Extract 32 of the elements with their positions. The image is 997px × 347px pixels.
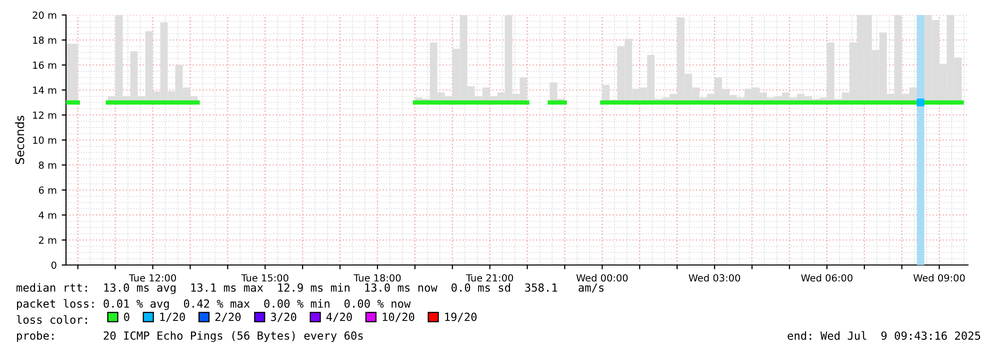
y-tick-label: 14 m	[33, 86, 56, 94]
legend-label: 2/20	[215, 312, 241, 322]
y-tick-label: 20 m	[32, 11, 56, 19]
legend-label: 4/20	[326, 312, 352, 322]
y-tick-label: 8 m	[38, 161, 56, 169]
y-tick-label: 10 m	[33, 136, 56, 144]
text: end: Wed Jul 9 09:43:16 2025	[788, 331, 980, 340]
x-tick-label: Wed 09:00	[913, 274, 965, 282]
y-axis-title: Seconds	[15, 116, 24, 164]
x-tick-label: Tue 15:00	[241, 274, 288, 282]
legend-title: loss color:	[16, 315, 87, 324]
y-tick-label: 12 m	[33, 111, 56, 119]
legend-label: 19/20	[445, 312, 477, 322]
legend-label: 3/20	[270, 312, 296, 322]
text: packet loss: 0.01 % avg 0.42 % max 0.00 % min 0.00 % now	[17, 299, 411, 310]
x-tick-label: Wed 06:00	[801, 274, 852, 282]
x-tick-label: Tue 21:00	[466, 274, 514, 282]
x-tick-label: Tue 18:00	[354, 274, 401, 282]
y-tick-label: 4 m	[38, 212, 56, 219]
legend-label: 1/20	[160, 312, 185, 322]
y-tick-label: 6 m	[38, 186, 56, 194]
y-tick-label: 0	[51, 261, 56, 269]
y-tick-label: 2 m	[38, 236, 56, 244]
legend-label: 10/20	[382, 312, 414, 322]
y-tick-label: 18 m	[33, 36, 56, 44]
x-tick-label: Tue 12:00	[128, 274, 176, 282]
legend-label: 0	[124, 312, 130, 322]
y-tick-label: 16 m	[33, 61, 56, 69]
x-tick-label: Wed 00:00	[576, 274, 628, 282]
x-tick-label: Wed 03:00	[688, 274, 740, 282]
text: median rtt: 13.0 ms avg 13.1 ms max 12.9 ms min 13.0 ms now 0.0 ms sd 358.1 am/s	[16, 283, 604, 294]
text: probe: 20 ICMP Echo Pings (56 Bytes) every 60s	[17, 331, 363, 342]
